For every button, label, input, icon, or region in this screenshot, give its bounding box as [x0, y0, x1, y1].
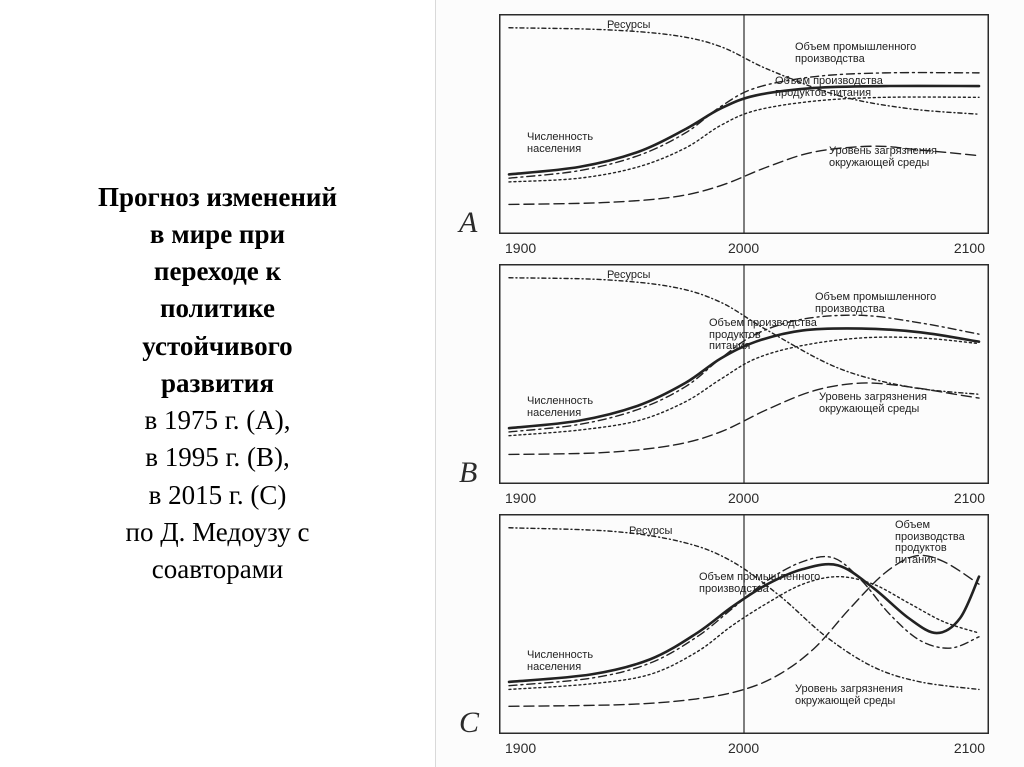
caption-column: Прогноз измененийв мире припереходе кпол…: [0, 0, 435, 767]
panel-C: C190020002100РесурсыОбъем промышленногоп…: [499, 514, 989, 734]
label-pollution: Уровень загрязненияокружающей среды: [795, 684, 903, 707]
label-population: Численностьнаселения: [527, 132, 593, 155]
caption-text: Прогноз измененийв мире припереходе кпол…: [98, 179, 337, 589]
label-industrial: Объем промышленногопроизводства: [699, 572, 820, 595]
xtick-label: 1900: [505, 240, 536, 256]
caption-normal: в 1975 г. (А),в 1995 г. (В),в 2015 г. (С…: [126, 405, 310, 584]
xtick-label: 2000: [728, 490, 759, 506]
label-resources: Ресурсы: [607, 270, 650, 282]
panel-letter: B: [459, 456, 477, 490]
xtick-label: 2000: [728, 740, 759, 756]
xtick-label: 2100: [954, 740, 985, 756]
panel-B: B190020002100РесурсыОбъем промышленногоп…: [499, 264, 989, 484]
xtick-label: 1900: [505, 490, 536, 506]
label-food: Объем производствапродуктовпитания: [709, 318, 817, 353]
label-industrial: Объем промышленногопроизводства: [795, 42, 916, 65]
label-food: Объемпроизводствапродуктовпитания: [895, 520, 965, 566]
label-population: Численностьнаселения: [527, 650, 593, 673]
xtick-label: 2000: [728, 240, 759, 256]
panel-A: A190020002100РесурсыОбъем промышленногоп…: [499, 14, 989, 234]
panel-letter: A: [459, 206, 477, 240]
charts-column: A 1900 2000 2100 Ресурсы Объем промышленногоп…: [435, 0, 1024, 767]
caption-bold: Прогноз измененийв мире припереходе кпол…: [98, 182, 337, 398]
label-pollution: Уровень загрязненияокружающей среды: [819, 392, 927, 415]
label-food: Объем производствапродуктов питания: [775, 76, 883, 99]
page: Прогноз измененийв мире припереходе кпол…: [0, 0, 1024, 767]
label-population: Численностьнаселения: [527, 396, 593, 419]
xtick-label: 2100: [954, 490, 985, 506]
label-resources: Ресурсы: [629, 526, 672, 538]
label-industrial: Объем промышленногопроизводства: [815, 292, 936, 315]
xtick-label: 2100: [954, 240, 985, 256]
label-resources: Ресурсы: [607, 20, 650, 32]
panel-letter: C: [459, 706, 479, 740]
xtick-label: 1900: [505, 740, 536, 756]
label-pollution: Уровень загрязненияокружающей среды: [829, 146, 937, 169]
